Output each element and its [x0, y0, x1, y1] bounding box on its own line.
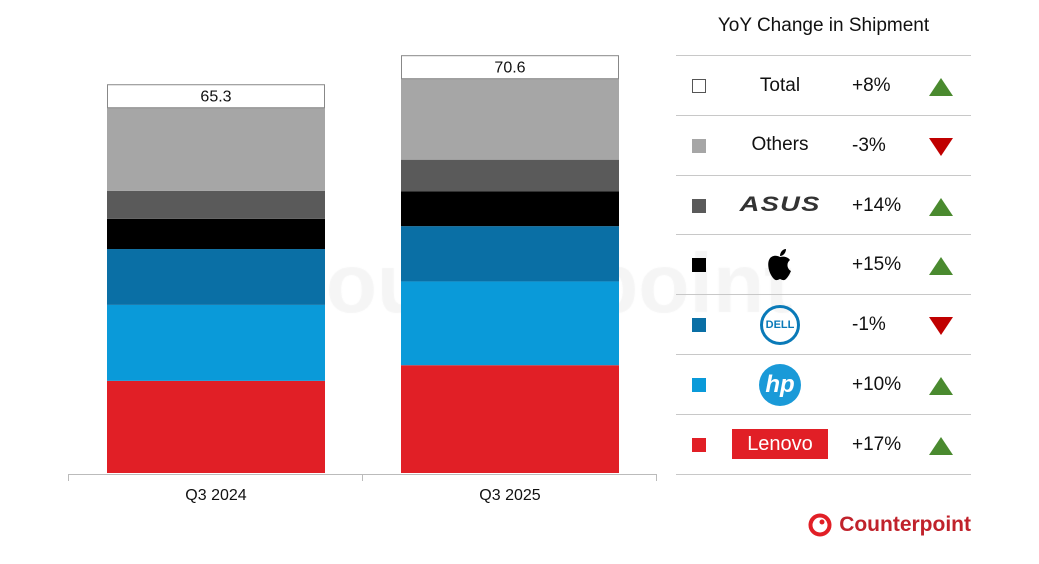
legend-swatch-total: [692, 79, 706, 93]
asus-logo: ASUS: [739, 193, 821, 217]
triangle-down-icon: [929, 317, 953, 336]
triangle-up-icon: [929, 78, 953, 96]
legend-row-lenovo: Lenovo +17%: [676, 413, 971, 475]
legend-swatch-others: [692, 138, 706, 153]
total-label-box-q3-2025: [401, 55, 619, 80]
legend-swatch-lenovo: [692, 437, 706, 452]
bar-asus-q3-2024: [107, 190, 325, 219]
bar-hp-q3-2024: [107, 304, 325, 381]
bar-apple-q3-2025: [401, 191, 619, 227]
legend-row-asus: ASUS +14%: [676, 174, 971, 235]
triangle-up-icon: [929, 257, 953, 276]
total-label-q3-2025: 70.6: [494, 60, 525, 77]
legend-row-dell: DELL -1%: [676, 294, 971, 354]
triangle-up-icon: [929, 377, 953, 395]
counterpoint-icon: [808, 513, 832, 537]
legend-swatch-apple: [692, 258, 706, 273]
total-label-box-q3-2024: [107, 84, 325, 109]
legend-yoy-dell: -1%: [852, 314, 886, 336]
dell-logo: DELL: [730, 295, 830, 354]
bar-others-q3-2024: [107, 107, 325, 191]
hp-logo: hp: [730, 355, 830, 414]
legend-row-hp: hp +10%: [676, 354, 971, 414]
legend-row-apple: +15%: [676, 234, 971, 294]
legend-yoy-apple: +15%: [852, 254, 902, 276]
legend-swatch-hp: [692, 378, 706, 392]
bar-others-q3-2025: [401, 78, 619, 160]
apple-logo: [730, 235, 830, 294]
total-logo: Total: [759, 74, 801, 96]
legend-row-others: Others -3%: [676, 114, 971, 175]
counterpoint-logo: Counterpoint: [807, 512, 971, 538]
legend-yoy-lenovo: +17%: [852, 433, 902, 455]
legend-yoy-asus: +14%: [852, 194, 902, 216]
bar-hp-q3-2025: [401, 281, 619, 366]
legend-yoy-others: -3%: [852, 134, 886, 156]
lenovo-logo: Lenovo: [730, 415, 830, 474]
legend-yoy-hp: +10%: [852, 374, 902, 395]
bar-lenovo-q3-2025: [401, 365, 619, 473]
triangle-up-icon: [929, 197, 953, 216]
legend-title: YoY Change in Shipment: [717, 15, 930, 36]
x-tick-label-q3-2025: Q3 2025: [479, 487, 540, 504]
bar-apple-q3-2024: [107, 218, 325, 250]
bar-dell-q3-2024: [107, 249, 325, 305]
bar-asus-q3-2025: [401, 159, 619, 192]
total-label-q3-2024: 65.3: [200, 89, 231, 106]
x-tick-label-q3-2024: Q3 2024: [185, 487, 246, 504]
legend-swatch-asus: [692, 198, 706, 213]
triangle-down-icon: [929, 137, 953, 156]
legend-row-total: Total +8%: [676, 55, 971, 115]
others-logo: Others: [751, 134, 809, 156]
legend-swatch-dell: [692, 318, 706, 333]
bar-dell-q3-2025: [401, 226, 619, 282]
bar-chart: 65.3 Q3 2024 70.6 Q3 2025: [68, 55, 657, 504]
bar-lenovo-q3-2024: [107, 380, 325, 473]
counterpoint-logo-text: Counterpoint: [839, 513, 971, 536]
triangle-up-icon: [929, 436, 953, 455]
legend-yoy-total: +8%: [852, 75, 891, 96]
